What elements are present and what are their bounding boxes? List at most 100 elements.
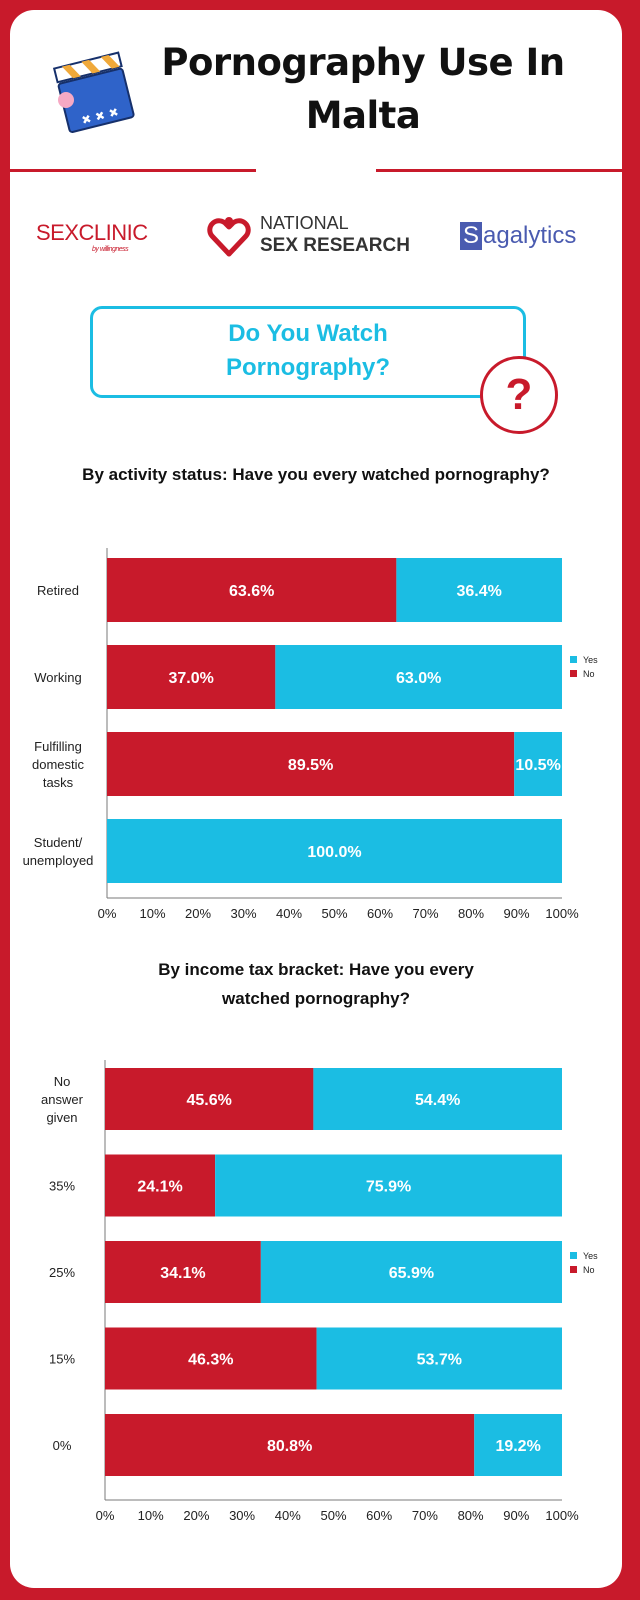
bar-no-1 xyxy=(107,645,276,709)
legend-swatch-no xyxy=(570,670,577,677)
divider-left xyxy=(10,169,256,172)
national-sex-research-logo: NATIONAL SEX RESEARCH xyxy=(260,212,410,257)
category-label-1: 35% xyxy=(49,1179,75,1194)
legend-swatch-no xyxy=(570,1266,577,1273)
data-label-yes-0: 54.4% xyxy=(415,1092,460,1109)
sagalytics-s-block: S xyxy=(460,222,483,250)
bar-yes-2 xyxy=(260,1241,562,1303)
x-tick-label-1: 10% xyxy=(138,1508,164,1523)
logo-row: SEXCLINIC by willingness NATIONAL SEX RE… xyxy=(10,210,622,270)
category-label-2: Fulfilling domestic tasks xyxy=(32,739,85,790)
question-box: Do You Watch Pornography? xyxy=(90,306,526,398)
x-tick-label-10: 100% xyxy=(545,906,579,921)
x-tick-label-2: 20% xyxy=(185,906,211,921)
x-tick-label-4: 40% xyxy=(276,906,302,921)
data-label-no-4: 80.8% xyxy=(267,1438,312,1455)
x-tick-label-9: 90% xyxy=(503,1508,529,1523)
x-tick-label-5: 50% xyxy=(321,906,347,921)
national-line-2: SEX RESEARCH xyxy=(260,235,410,256)
page-title: Pornography Use In Malta xyxy=(138,36,588,142)
sagalytics-rest: agalytics xyxy=(483,222,577,249)
data-label-yes-4: 19.2% xyxy=(495,1438,540,1455)
legend-label-no: No xyxy=(583,669,595,679)
x-tick-label-6: 60% xyxy=(366,1508,392,1523)
question-line-1: Do You Watch xyxy=(228,320,388,347)
activity-status-chart: 63.6% 36.4% Retired 37.0% 63.0% Working 89.5% 1… xyxy=(23,548,598,921)
divider-right xyxy=(376,169,622,172)
legend-label-yes: Yes xyxy=(583,655,598,665)
clapperboard-icon xyxy=(52,51,135,133)
bar-yes-4 xyxy=(474,1414,562,1476)
bar-yes-0 xyxy=(396,558,562,622)
data-label-no-3: 46.3% xyxy=(188,1352,233,1369)
sex-clinic-name: SEXCLINIC xyxy=(36,220,148,245)
legend-swatch-yes xyxy=(570,1252,577,1259)
data-label-yes-2: 10.5% xyxy=(515,757,560,774)
data-label-yes-2: 65.9% xyxy=(389,1265,434,1282)
x-tick-label-0: 0% xyxy=(96,1508,115,1523)
question-text: Do You Watch Pornography? xyxy=(93,317,523,385)
data-label-no-1: 37.0% xyxy=(168,670,213,687)
category-label-2: 25% xyxy=(49,1265,75,1280)
chart-1-title: By activity status: Have you every watch… xyxy=(82,465,550,484)
x-tick-label-10: 100% xyxy=(545,1508,579,1523)
data-label-no-0: 45.6% xyxy=(187,1092,232,1109)
x-tick-label-2: 20% xyxy=(183,1508,209,1523)
bar-yes-2 xyxy=(514,732,562,796)
bar-yes-1 xyxy=(275,645,562,709)
bar-no-0 xyxy=(105,1068,314,1130)
national-line-1: NATIONAL xyxy=(260,213,349,233)
bar-no-4 xyxy=(105,1414,475,1476)
data-label-yes-3: 53.7% xyxy=(417,1352,462,1369)
infographic-frame: Pornography Use In Malta SEXCLINIC by wi… xyxy=(10,10,622,1588)
bar-no-2 xyxy=(107,732,515,796)
title-line-1: Pornography Use In xyxy=(161,41,565,84)
bar-no-3 xyxy=(105,1327,317,1390)
data-label-no-2: 34.1% xyxy=(160,1265,205,1282)
bar-yes-0 xyxy=(313,1068,562,1130)
data-label-no-2: 89.5% xyxy=(288,757,333,774)
sex-clinic-tagline: by willingness xyxy=(92,246,129,253)
data-label-yes-1: 75.9% xyxy=(366,1179,411,1196)
question-mark-icon: ? xyxy=(480,356,558,434)
bar-yes-3 xyxy=(316,1327,562,1390)
bar-no-0 xyxy=(107,558,397,622)
category-label-0: No answer given xyxy=(41,1074,84,1125)
category-label-3: Student/unemployed xyxy=(23,835,94,868)
x-tick-label-3: 30% xyxy=(230,906,256,921)
category-label-0: Retired xyxy=(37,583,79,598)
x-tick-label-8: 80% xyxy=(458,1508,484,1523)
data-label-yes-0: 36.4% xyxy=(457,583,502,600)
x-tick-label-5: 50% xyxy=(320,1508,346,1523)
category-label-1: Working xyxy=(34,670,81,685)
sex-clinic-logo: SEXCLINIC by willingness xyxy=(36,220,148,253)
heart-logo-icon xyxy=(207,217,251,257)
income-bracket-chart: 45.6% 54.4% No answer given 24.1% 75.9% 35% 34.1… xyxy=(41,1060,598,1523)
bar-yes-1 xyxy=(215,1154,562,1217)
x-tick-label-1: 10% xyxy=(139,906,165,921)
question-line-2: Pornography? xyxy=(225,354,390,381)
chart-2-title-line-1: By income tax bracket: Have you every xyxy=(158,960,474,979)
x-tick-label-8: 80% xyxy=(458,906,484,921)
data-label-no-0: 63.6% xyxy=(229,583,274,600)
title-line-2: Malta xyxy=(305,94,421,137)
x-tick-label-4: 40% xyxy=(275,1508,301,1523)
x-tick-label-7: 70% xyxy=(412,1508,438,1523)
data-label-yes-1: 63.0% xyxy=(396,670,441,687)
bar-no-1 xyxy=(105,1154,216,1217)
data-label-yes-3: 100.0% xyxy=(307,844,361,861)
bar-yes-3 xyxy=(107,819,562,883)
legend-label-yes: Yes xyxy=(583,1251,598,1261)
x-tick-label-7: 70% xyxy=(412,906,438,921)
data-label-no-1: 24.1% xyxy=(137,1179,182,1196)
category-label-3: 15% xyxy=(49,1352,75,1367)
bar-no-2 xyxy=(105,1241,261,1303)
legend-swatch-yes xyxy=(570,656,577,663)
x-tick-label-0: 0% xyxy=(98,906,117,921)
x-tick-label-9: 90% xyxy=(503,906,529,921)
chart-2-title: By income tax bracket: Have you every wa… xyxy=(10,955,622,1013)
chart-2-title-line-2: watched pornography? xyxy=(222,989,410,1008)
x-tick-label-3: 30% xyxy=(229,1508,255,1523)
x-tick-label-6: 60% xyxy=(367,906,393,921)
